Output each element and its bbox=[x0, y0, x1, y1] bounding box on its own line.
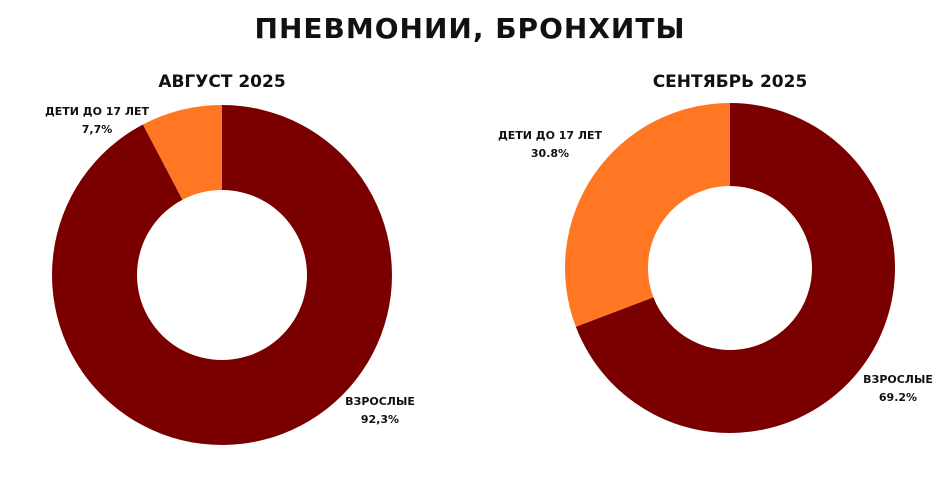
slice-category-label: ВЗРОСЛЫЕ bbox=[863, 373, 933, 386]
donut-slice bbox=[142, 105, 222, 200]
donut-slice bbox=[575, 103, 896, 433]
chart-title: СЕНТЯБРЬ 2025 bbox=[653, 72, 808, 92]
slice-value-label: 69.2% bbox=[879, 391, 917, 404]
donut-slice bbox=[51, 105, 392, 446]
donut-slice bbox=[565, 103, 730, 327]
chart-title: АВГУСТ 2025 bbox=[158, 72, 285, 92]
slice-category-label: ДЕТИ ДО 17 ЛЕТ bbox=[45, 105, 150, 118]
slice-category-label: ДЕТИ ДО 17 ЛЕТ bbox=[498, 129, 603, 142]
slice-value-label: 30.8% bbox=[531, 147, 569, 160]
slice-category-label: ВЗРОСЛЫЕ bbox=[345, 395, 415, 408]
page-title: ПНЕВМОНИИ, БРОНХИТЫ bbox=[255, 12, 686, 45]
slice-value-label: 92,3% bbox=[361, 413, 399, 426]
slice-value-label: 7,7% bbox=[82, 123, 113, 136]
